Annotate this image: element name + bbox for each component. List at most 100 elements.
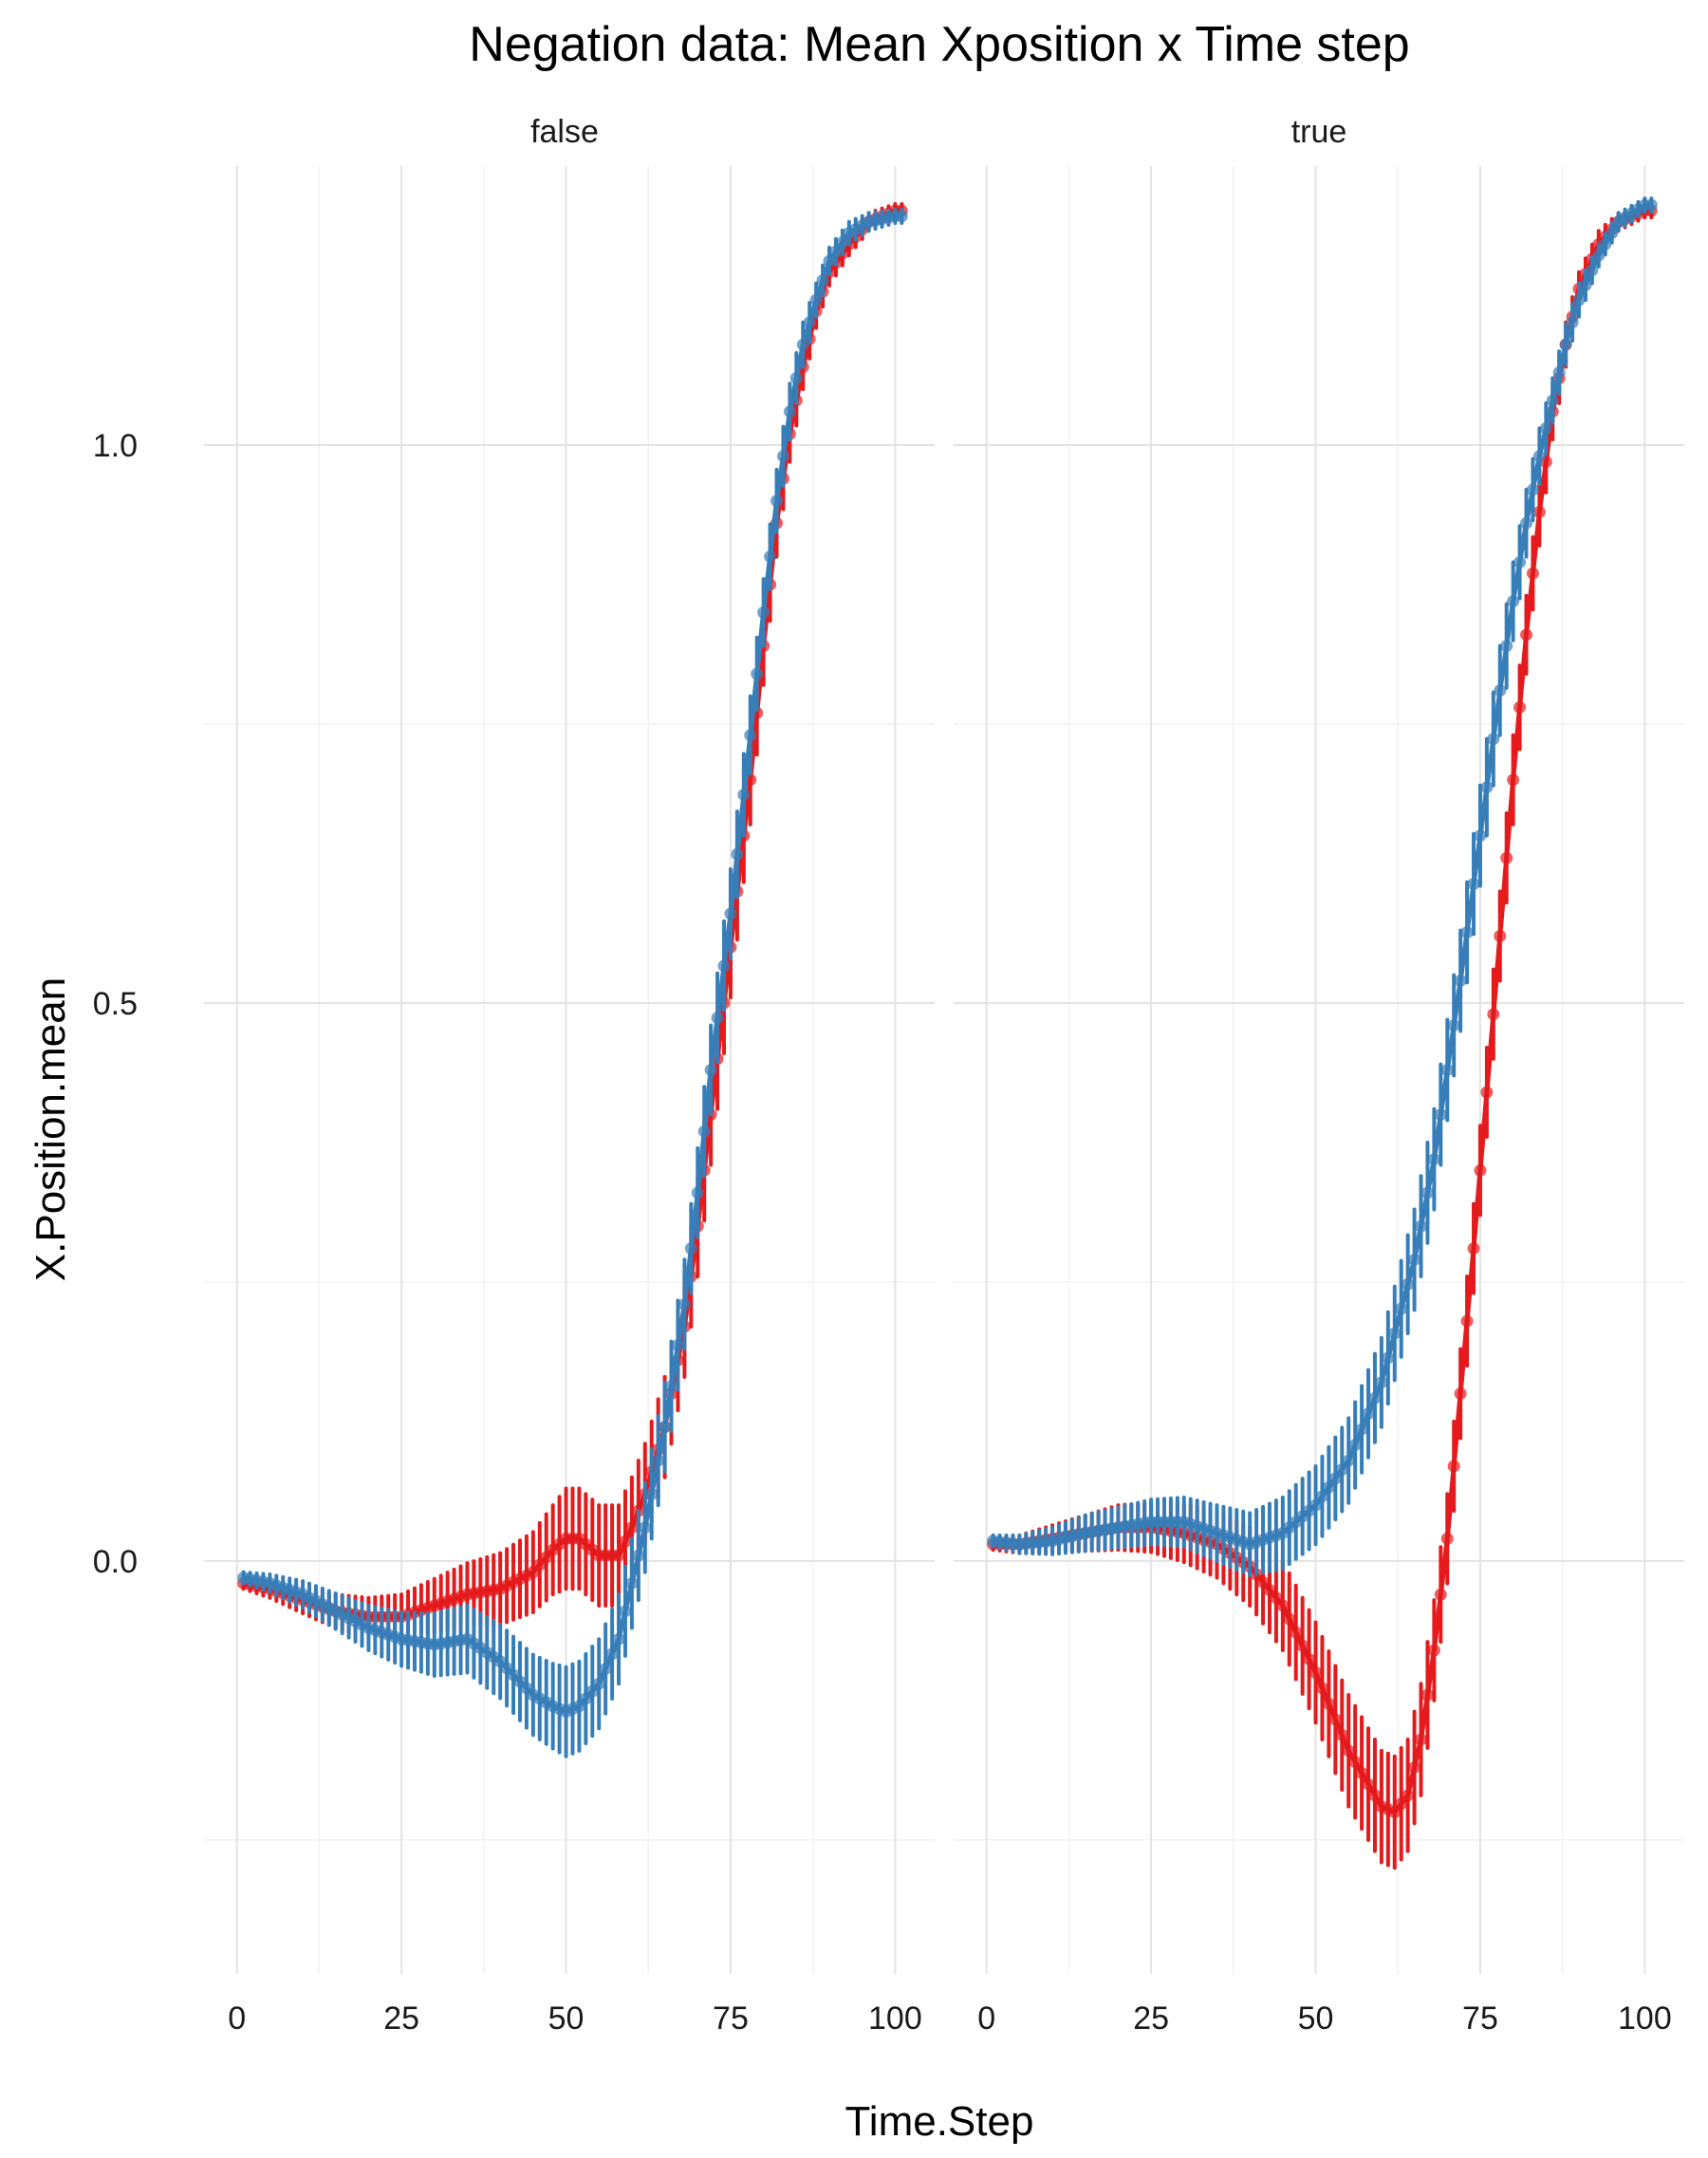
data-point	[659, 1421, 672, 1434]
data-point	[619, 1605, 632, 1618]
data-point	[1368, 1391, 1382, 1405]
data-point	[645, 1487, 659, 1500]
data-point	[816, 274, 829, 288]
x-tick-label: 0	[977, 2000, 995, 2037]
data-point	[711, 1012, 724, 1025]
data-point	[1500, 640, 1513, 653]
data-point	[612, 1549, 625, 1562]
x-tick-label: 0	[228, 2000, 246, 2037]
data-point	[1322, 1697, 1335, 1710]
data-point	[639, 1521, 652, 1535]
data-point	[829, 245, 843, 258]
data-point	[1427, 1153, 1440, 1166]
data-point	[1296, 1639, 1309, 1652]
data-point	[717, 959, 731, 973]
data-point	[1559, 338, 1572, 351]
data-point	[737, 788, 751, 801]
x-tick-label: 75	[1462, 2000, 1498, 2037]
data-point	[1494, 684, 1507, 698]
data-point	[724, 907, 737, 921]
data-point	[612, 1632, 625, 1646]
data-point	[1566, 316, 1579, 329]
data-point	[1335, 1728, 1348, 1741]
data-point	[895, 210, 908, 223]
data-point	[1447, 1460, 1460, 1473]
y-tick-label: 0.0	[93, 1544, 138, 1580]
data-point	[757, 605, 770, 619]
data-point	[764, 550, 777, 564]
data-point	[1362, 1407, 1375, 1421]
data-point	[1328, 1713, 1342, 1726]
data-point	[1520, 628, 1533, 642]
data-point	[1552, 366, 1566, 380]
data-point	[1644, 198, 1658, 212]
data-point	[796, 338, 809, 351]
data-point	[823, 254, 836, 268]
x-tick-label: 100	[1618, 2000, 1672, 2037]
data-point	[1526, 567, 1539, 580]
data-point	[691, 1186, 704, 1200]
data-point	[1507, 595, 1520, 608]
data-point	[665, 1380, 678, 1393]
data-point	[1402, 1789, 1415, 1802]
chart-title: Negation data: Mean Xposition x Time ste…	[469, 17, 1409, 72]
data-point	[1513, 700, 1527, 714]
data-point	[1322, 1480, 1335, 1494]
x-tick-label: 75	[713, 2000, 749, 2037]
data-point	[599, 1663, 612, 1676]
data-point	[1539, 421, 1552, 435]
data-point	[1526, 483, 1539, 496]
data-point	[1474, 1163, 1487, 1177]
data-point	[776, 450, 789, 463]
data-point	[1290, 1626, 1303, 1639]
data-point	[1388, 1327, 1402, 1340]
x-tick-label: 50	[548, 2000, 585, 2037]
data-point	[1382, 1351, 1395, 1365]
data-point	[1315, 1490, 1328, 1503]
data-point	[1454, 1387, 1467, 1401]
data-point	[1592, 249, 1606, 262]
data-point	[1532, 450, 1546, 463]
panel-true: 0 25 50 75 100	[954, 166, 1684, 2037]
data-point	[1467, 1242, 1480, 1256]
data-point	[1309, 1498, 1323, 1512]
data-point	[1487, 1008, 1500, 1021]
data-point	[1395, 1302, 1408, 1315]
data-point	[1355, 1766, 1368, 1779]
data-point	[625, 1576, 639, 1590]
data-point	[1335, 1462, 1348, 1476]
data-point	[1303, 1652, 1316, 1665]
data-point	[605, 1647, 619, 1661]
data-point	[1328, 1472, 1342, 1485]
data-point	[1586, 264, 1599, 277]
data-point	[1309, 1666, 1323, 1679]
data-point	[1402, 1277, 1415, 1291]
data-point	[1487, 733, 1500, 746]
series	[987, 196, 1658, 1578]
data-point	[684, 1242, 697, 1256]
data-point	[1415, 1733, 1428, 1746]
data-point	[1408, 1253, 1421, 1266]
data-point	[1434, 1108, 1447, 1122]
data-point	[671, 1339, 684, 1352]
data-point	[1532, 506, 1546, 519]
y-tick-label: 1.0	[93, 428, 138, 464]
data-point	[1355, 1423, 1368, 1436]
data-point	[809, 293, 823, 307]
x-tick-label: 25	[1133, 2000, 1169, 2037]
x-axis-title: Time.Step	[845, 2098, 1034, 2145]
data-point	[1447, 1018, 1460, 1032]
data-point	[1368, 1789, 1382, 1802]
data-point	[678, 1297, 691, 1311]
data-point	[1427, 1644, 1440, 1657]
data-point	[1467, 878, 1480, 891]
data-point	[1434, 1588, 1447, 1601]
data-point	[1395, 1797, 1408, 1811]
data-point	[1480, 1086, 1494, 1099]
series	[237, 207, 908, 1758]
data-point	[1362, 1777, 1375, 1791]
data-point	[1348, 1756, 1362, 1769]
data-point	[632, 1549, 645, 1562]
x-tick-label: 25	[383, 2000, 419, 2037]
data-point	[704, 1064, 717, 1076]
